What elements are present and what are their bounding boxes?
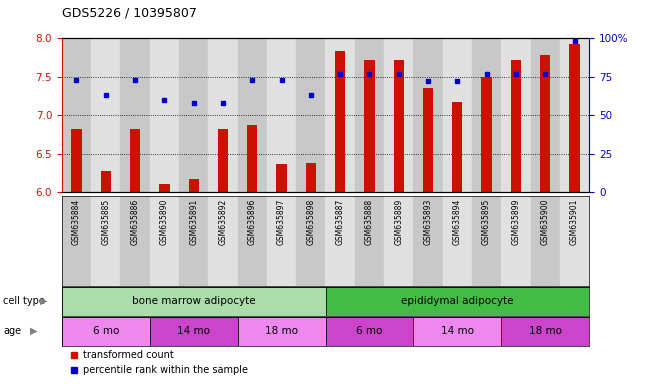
Bar	[159, 184, 169, 192]
Bar	[72, 129, 81, 192]
Text: GSM635884: GSM635884	[72, 199, 81, 245]
Bar	[413, 317, 501, 346]
Text: GSM635896: GSM635896	[248, 199, 256, 245]
Bar	[296, 196, 326, 286]
Text: GSM635888: GSM635888	[365, 199, 374, 245]
Legend: transformed count, percentile rank within the sample: transformed count, percentile rank withi…	[66, 346, 252, 379]
Text: GSM635893: GSM635893	[424, 199, 432, 245]
Bar	[189, 179, 199, 192]
Bar	[238, 196, 267, 286]
Text: GSM635895: GSM635895	[482, 199, 491, 245]
Bar	[62, 317, 150, 346]
Text: GSM635887: GSM635887	[336, 199, 344, 245]
Bar	[296, 38, 326, 192]
Text: cell type: cell type	[3, 296, 45, 306]
Bar	[423, 88, 433, 192]
Bar	[218, 129, 228, 192]
Bar	[120, 38, 150, 192]
Bar	[501, 196, 531, 286]
Bar	[150, 38, 179, 192]
Bar	[472, 38, 501, 192]
Bar	[62, 38, 91, 192]
Text: GSM635899: GSM635899	[512, 199, 520, 245]
Bar	[326, 317, 413, 346]
Bar	[560, 196, 589, 286]
Text: GDS5226 / 10395807: GDS5226 / 10395807	[62, 6, 197, 19]
Text: GSM635885: GSM635885	[102, 199, 110, 245]
Bar	[570, 44, 579, 192]
Bar	[326, 196, 355, 286]
Text: GSM635894: GSM635894	[453, 199, 462, 245]
Bar	[238, 38, 267, 192]
Text: GSM635892: GSM635892	[219, 199, 227, 245]
Bar	[501, 38, 531, 192]
Text: 6 mo: 6 mo	[92, 326, 119, 336]
Text: GSM635891: GSM635891	[189, 199, 198, 245]
Bar	[394, 60, 404, 192]
Text: ▶: ▶	[40, 296, 48, 306]
Bar	[511, 60, 521, 192]
Bar	[208, 38, 238, 192]
Bar	[443, 38, 472, 192]
Bar	[277, 164, 286, 192]
Bar	[306, 163, 316, 192]
Bar	[101, 171, 111, 192]
Bar	[413, 38, 443, 192]
Bar	[355, 38, 384, 192]
Bar	[326, 38, 355, 192]
Text: bone marrow adipocyte: bone marrow adipocyte	[132, 296, 255, 306]
Bar	[384, 38, 413, 192]
Bar	[120, 196, 150, 286]
Text: GSM635901: GSM635901	[570, 199, 579, 245]
Bar	[365, 60, 374, 192]
Bar	[179, 196, 208, 286]
Bar	[238, 317, 326, 346]
Bar	[413, 196, 443, 286]
Bar	[62, 196, 91, 286]
Bar	[452, 102, 462, 192]
Text: 14 mo: 14 mo	[441, 326, 474, 336]
Bar	[501, 317, 589, 346]
Bar	[335, 51, 345, 192]
Text: GSM635898: GSM635898	[307, 199, 315, 245]
Bar	[355, 196, 384, 286]
Bar	[62, 287, 326, 316]
Bar	[179, 38, 208, 192]
Text: 18 mo: 18 mo	[529, 326, 562, 336]
Bar	[208, 196, 238, 286]
Bar	[326, 287, 589, 316]
Bar	[560, 38, 589, 192]
Text: 14 mo: 14 mo	[177, 326, 210, 336]
Bar	[472, 196, 501, 286]
Text: epididymal adipocyte: epididymal adipocyte	[401, 296, 514, 306]
Text: ▶: ▶	[30, 326, 38, 336]
Bar	[247, 125, 257, 192]
Text: GSM635886: GSM635886	[131, 199, 139, 245]
Text: age: age	[3, 326, 21, 336]
Text: 18 mo: 18 mo	[265, 326, 298, 336]
Text: GSM635890: GSM635890	[160, 199, 169, 245]
Bar	[531, 196, 560, 286]
Bar	[150, 196, 179, 286]
Text: GSM635889: GSM635889	[395, 199, 403, 245]
Bar	[130, 129, 140, 192]
Bar	[91, 38, 120, 192]
Bar	[384, 196, 413, 286]
Bar	[540, 55, 550, 192]
Bar	[150, 317, 238, 346]
Bar	[267, 196, 296, 286]
Text: GSM635900: GSM635900	[541, 199, 549, 245]
Bar	[443, 196, 472, 286]
Bar	[531, 38, 560, 192]
Bar	[482, 77, 492, 192]
Text: 6 mo: 6 mo	[356, 326, 383, 336]
Text: GSM635897: GSM635897	[277, 199, 286, 245]
Bar	[267, 38, 296, 192]
Bar	[91, 196, 120, 286]
